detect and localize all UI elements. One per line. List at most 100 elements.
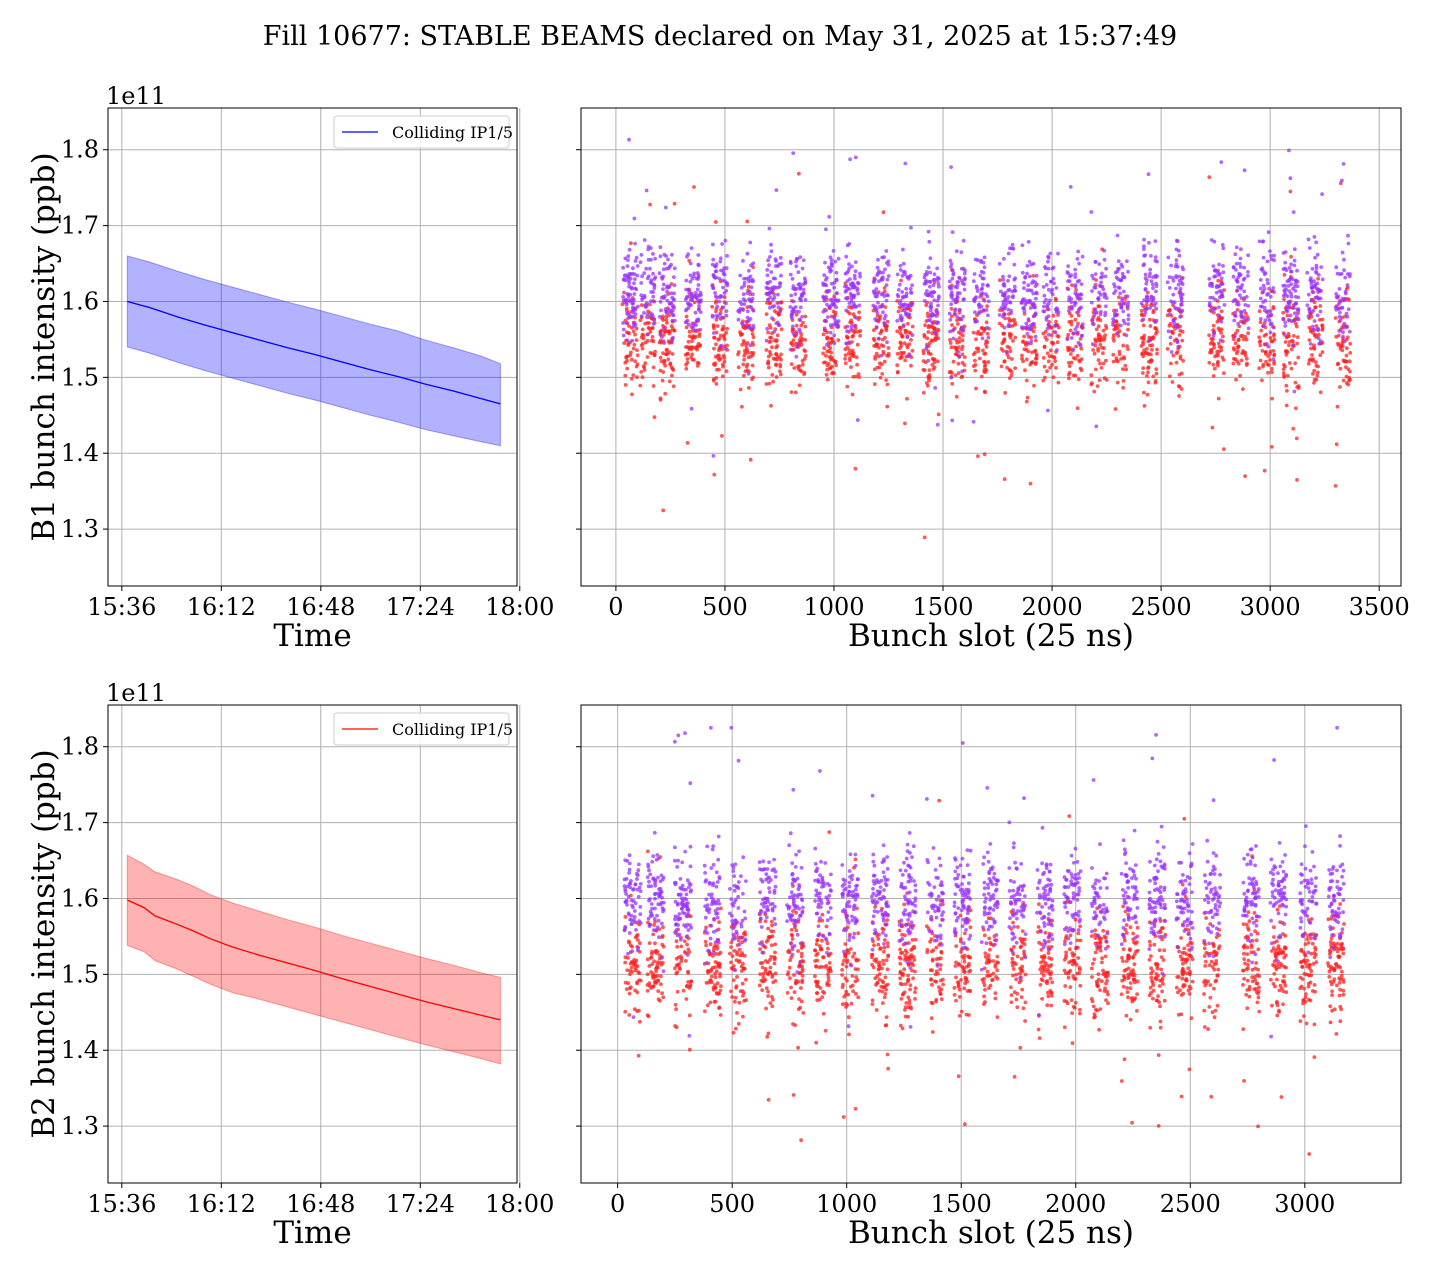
- scatter-point: [1303, 995, 1308, 1000]
- scatter-point: [1076, 313, 1081, 318]
- scatter-point: [959, 266, 964, 271]
- scatter-point: [825, 941, 830, 946]
- scatter-point: [950, 230, 955, 235]
- scatter-point: [952, 993, 957, 997]
- scatter-point: [645, 315, 649, 320]
- scatter-point: [635, 264, 640, 268]
- scatter-point: [712, 326, 716, 331]
- scatter-point: [1010, 956, 1015, 961]
- scatter-point: [687, 334, 692, 338]
- scatter-point: [725, 281, 729, 286]
- scatter-point: [1146, 366, 1150, 370]
- scatter-point: [853, 155, 858, 160]
- scatter-point: [763, 919, 768, 923]
- scatter-point: [1001, 302, 1006, 307]
- scatter-point: [623, 373, 628, 378]
- scatter-point: [729, 960, 733, 965]
- scatter-point: [742, 280, 747, 285]
- scatter-point: [961, 238, 966, 243]
- scatter-point: [1037, 940, 1041, 945]
- scatter-point: [1019, 995, 1024, 999]
- scatter-point: [1031, 279, 1035, 283]
- legend-label: Colliding IP1/5: [392, 123, 513, 142]
- scatter-point: [1246, 270, 1250, 274]
- scatter-point: [670, 352, 675, 356]
- scatter-point: [790, 327, 795, 332]
- scatter-point: [1312, 381, 1316, 385]
- scatter-point: [983, 360, 987, 365]
- scatter-point: [695, 287, 700, 292]
- scatter-point: [1276, 944, 1281, 949]
- scatter-point: [900, 932, 904, 937]
- scatter-point: [983, 987, 987, 992]
- scatter-point: [633, 332, 637, 337]
- y-tick-label: 1.6: [61, 884, 99, 912]
- scatter-point: [1289, 291, 1293, 296]
- scatter-point: [1292, 334, 1296, 338]
- scatter-point: [799, 335, 803, 340]
- scatter-point: [1070, 306, 1074, 311]
- scatter-point: [900, 274, 905, 278]
- scatter-point: [977, 305, 982, 310]
- scatter-point: [895, 299, 900, 303]
- scatter-point: [679, 944, 684, 949]
- scatter-point: [1347, 375, 1351, 380]
- scatter-point: [690, 298, 695, 302]
- scatter-point: [847, 340, 851, 345]
- scatter-point: [734, 958, 739, 963]
- scatter-point: [719, 906, 723, 911]
- scatter-point: [671, 335, 675, 340]
- scatter-point: [767, 323, 772, 328]
- scatter-point: [993, 991, 998, 995]
- scatter-point: [1098, 312, 1103, 317]
- scatter-point: [895, 370, 900, 375]
- scatter-point: [803, 354, 808, 358]
- scatter-point: [1147, 317, 1152, 322]
- scatter-point: [1079, 357, 1084, 361]
- scatter-point: [903, 421, 907, 426]
- scatter-point: [1267, 286, 1271, 291]
- scatter-point: [829, 357, 833, 362]
- scatter-point: [930, 290, 934, 295]
- scatter-point: [685, 351, 690, 356]
- scatter-point: [798, 368, 803, 373]
- scatter-point: [1178, 315, 1182, 319]
- scatter-point: [1342, 922, 1346, 926]
- scatter-point: [1244, 922, 1249, 927]
- scatter-point: [1069, 273, 1074, 278]
- scatter-point: [1034, 356, 1039, 361]
- scatter-point: [1265, 281, 1270, 286]
- scatter-point: [950, 268, 955, 273]
- scatter-point: [722, 356, 727, 360]
- scatter-point: [1246, 274, 1250, 278]
- scatter-point: [1336, 343, 1341, 347]
- scatter-point: [787, 965, 792, 970]
- scatter-point: [1006, 278, 1010, 283]
- scatter-point: [651, 294, 656, 299]
- scatter-point: [1126, 322, 1131, 326]
- scatter-point: [967, 1013, 971, 1017]
- scatter-point: [724, 301, 728, 306]
- scatter-point: [703, 939, 708, 944]
- scatter-point: [1147, 338, 1152, 343]
- scatter-point: [822, 346, 827, 351]
- scatter-point: [1050, 287, 1055, 292]
- scatter-point: [1073, 301, 1078, 305]
- scatter-point: [1075, 406, 1080, 411]
- scatter-point: [1073, 373, 1078, 378]
- scatter-point: [959, 250, 964, 255]
- scatter-point: [1318, 304, 1323, 308]
- scatter-point: [852, 293, 857, 298]
- scatter-point: [1075, 324, 1079, 329]
- scatter-point: [1231, 274, 1236, 279]
- scatter-point: [1271, 305, 1276, 309]
- scatter-point: [793, 292, 798, 296]
- scatter-point: [1257, 1009, 1262, 1014]
- scatter-point: [632, 216, 637, 221]
- scatter-point: [712, 472, 717, 477]
- scatter-point: [1167, 374, 1172, 379]
- scatter-point: [1308, 278, 1313, 283]
- scatter-point: [658, 355, 663, 360]
- scatter-point: [1312, 368, 1317, 373]
- scatter-point: [962, 277, 967, 282]
